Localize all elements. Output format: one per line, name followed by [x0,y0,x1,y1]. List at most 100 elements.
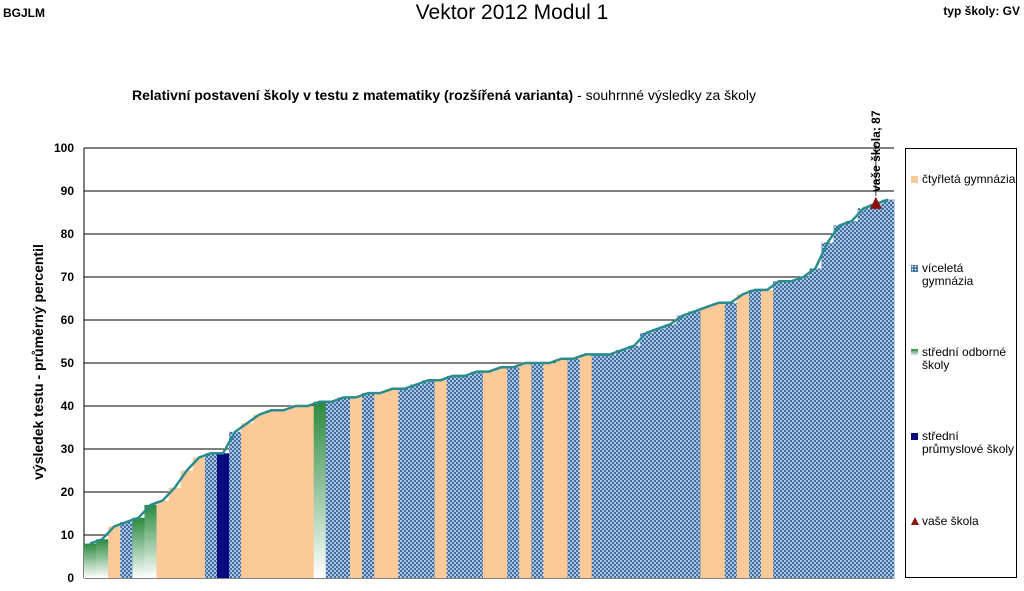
bar-vicel [603,354,617,578]
chart-title: Relativní postavení školy v testu z mate… [132,87,892,103]
bar-gym4 [253,414,266,578]
legend-item-gym4: čtyřletá gymnázia [910,173,1016,186]
bar-sos [84,543,97,578]
header-title: Vektor 2012 Modul 1 [415,1,609,24]
bar-gym4 [265,410,278,578]
bar-gym4 [301,406,315,578]
legend-swatch-vicel [911,265,918,272]
bar-gym4 [495,367,508,578]
bar-vicel [325,401,339,578]
bar-vicel [688,311,701,578]
legend-label-spg: střední průmyslové školy [922,429,1015,456]
y-tick-label: 40 [61,399,75,413]
legend-swatch-spg [911,433,918,440]
bar-gym4 [761,289,774,578]
bar-vicel [229,431,242,578]
chart-title-bold: Relativní postavení školy v testu z mate… [132,87,574,103]
bar-gym4 [192,457,206,578]
legend-label-gym4: čtyřletá gymnázia [922,172,1016,186]
bar-vicel [410,384,423,578]
bar-gym4 [700,307,714,578]
bar-gym4 [374,393,387,578]
bar-vicel [446,375,460,578]
bar-gym4 [241,423,254,578]
trend-line [89,198,889,545]
y-tick-label: 60 [61,313,75,327]
bar-spg [216,453,230,578]
bar-sos [313,401,327,578]
legend-label-vicel: víceletá gymnázia [922,261,974,288]
bar-gym4 [156,500,170,578]
bar-gym4 [108,526,121,578]
y-tick-label: 80 [61,227,75,241]
bar-vicel [748,289,762,578]
bar-vicel [809,268,822,578]
bar-gym4 [168,487,182,578]
bar-vicel [845,221,859,578]
legend-item-spg: střední průmyslové školy [910,430,1016,456]
legend-label-sos: střední odborné školy [922,345,1007,372]
bar-vicel [797,277,810,578]
y-tick-label: 20 [61,485,75,499]
bar-vicel [821,242,834,578]
bar-gym4 [386,388,399,578]
bar-vicel [628,345,641,578]
bar-vicel [833,225,847,578]
bar-gym4 [519,363,532,578]
bar-gym4 [555,358,568,578]
legend-swatch-sos [911,349,918,356]
bar-vicel [567,358,581,578]
bar-gym4 [289,406,303,578]
bar-vicel [591,354,605,578]
chart-title-rest: - souhrnné výsledky za školy [573,87,757,103]
bar-gym4 [482,371,496,578]
bar-vicel [204,453,218,578]
y-tick-label: 90 [61,184,75,198]
bar-gym4 [736,294,750,578]
y-tick-label: 70 [61,270,75,284]
legend-swatch-gym4 [911,176,918,183]
bar-sos [96,539,109,578]
bar-vicel [869,203,883,578]
bar-sos [132,517,145,578]
bar-vicel [881,199,895,578]
y-tick-label: 0 [67,571,74,585]
header-code: BGJLM [3,6,45,20]
bar-gym4 [543,363,556,578]
legend-triangle-icon [911,517,919,525]
y-tick-label: 30 [61,442,75,456]
bar-vicel [398,388,411,578]
bar-vicel [857,208,871,578]
bar-gym4 [579,354,593,578]
y-tick-label: 50 [61,356,75,370]
bar-vicel [615,350,629,578]
legend-label-school: vaše škola [922,514,979,528]
y-tick-label: 100 [54,141,74,155]
bar-vicel [664,324,677,578]
bar-vicel [458,375,472,578]
bar-gym4 [277,410,290,578]
bar-gym4 [180,470,194,578]
bar-vicel [785,281,798,578]
legend-item-vicel: víceletá gymnázia [910,262,1016,288]
bar-vicel [676,315,689,578]
bar-vicel [362,393,375,578]
bar-vicel [531,363,544,578]
bar-gym4 [712,302,726,578]
school-marker-label: vaše škola; 87 [869,110,883,192]
legend-item-sos: střední odborné školy [910,346,1016,372]
bar-vicel [422,380,435,578]
bar-vicel [724,302,738,578]
school-marker [869,196,882,209]
bar-vicel [652,328,665,578]
legend-item-school: vaše škola [910,515,1016,528]
bar-vicel [773,281,786,578]
bar-gym4 [434,380,448,578]
bar-sos [144,504,157,578]
bar-vicel [507,367,520,578]
header-school-type: typ školy: GV [943,4,1020,18]
bar-vicel [337,397,351,578]
bar-vicel [640,332,653,578]
bar-vicel [470,371,484,578]
